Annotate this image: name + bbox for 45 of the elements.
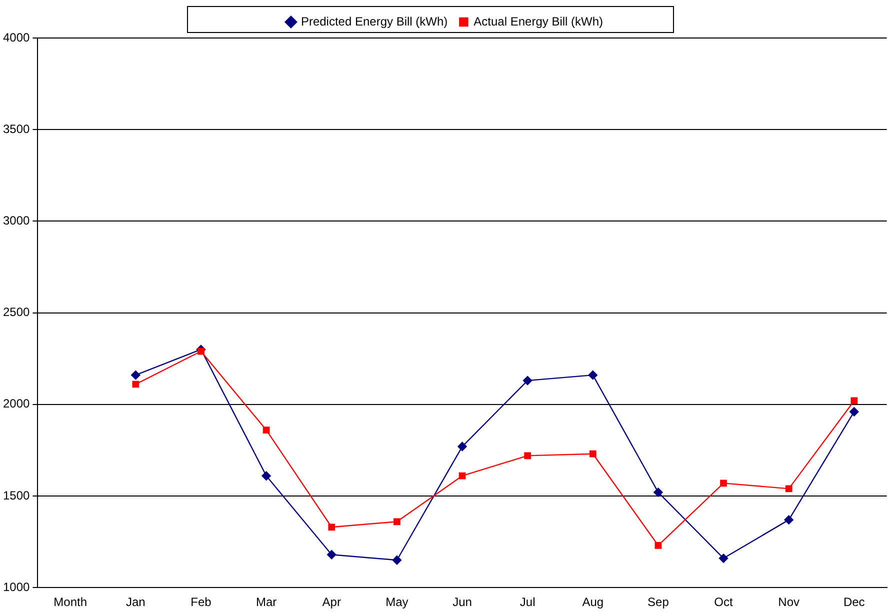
point — [132, 380, 140, 388]
y-tick-label: 3500 — [2, 122, 30, 136]
point — [654, 488, 663, 497]
point — [458, 442, 467, 452]
x-tick-label: Mar — [256, 595, 277, 610]
y-tick-label: 3000 — [2, 214, 30, 228]
point — [850, 407, 859, 416]
point — [262, 471, 271, 480]
y-tick-label: 2500 — [2, 305, 30, 320]
legend-label: Predicted Energy Bill (kWh) — [300, 14, 448, 28]
x-tick-label: Sep — [648, 595, 670, 610]
x-tick-label: May — [386, 595, 408, 610]
point — [654, 542, 662, 549]
x-tick-label: Aug — [582, 595, 604, 610]
point — [784, 515, 794, 524]
x-tick-label: Month — [54, 595, 88, 610]
y-tick-label: 1000 — [2, 580, 30, 594]
point — [131, 370, 140, 380]
point — [785, 485, 792, 492]
point — [262, 426, 270, 434]
point — [718, 554, 728, 563]
legend-label: Actual Energy Bill (kWh) — [474, 14, 604, 28]
x-tick-label: Apr — [322, 595, 341, 610]
point — [394, 518, 400, 526]
point — [392, 556, 402, 565]
point — [720, 480, 727, 487]
y-tick-label: 2000 — [2, 396, 30, 411]
point — [458, 472, 466, 480]
point — [588, 370, 598, 380]
point — [327, 550, 336, 560]
point — [589, 450, 596, 458]
y-tick-label: 4000 — [2, 30, 30, 44]
x-tick-label: Oct — [714, 595, 734, 610]
x-tick-label: Jun — [452, 595, 472, 610]
x-tick-label: Dec — [843, 595, 865, 610]
point — [522, 376, 532, 386]
point — [198, 348, 204, 355]
point — [328, 524, 336, 531]
point — [524, 452, 531, 460]
y-tick-label: 1500 — [2, 488, 30, 502]
x-tick-label: Jul — [520, 595, 536, 610]
x-tick-label: Feb — [190, 595, 212, 610]
point — [850, 397, 858, 404]
x-tick-label: Jan — [126, 595, 146, 610]
x-tick-label: Nov — [778, 595, 800, 610]
